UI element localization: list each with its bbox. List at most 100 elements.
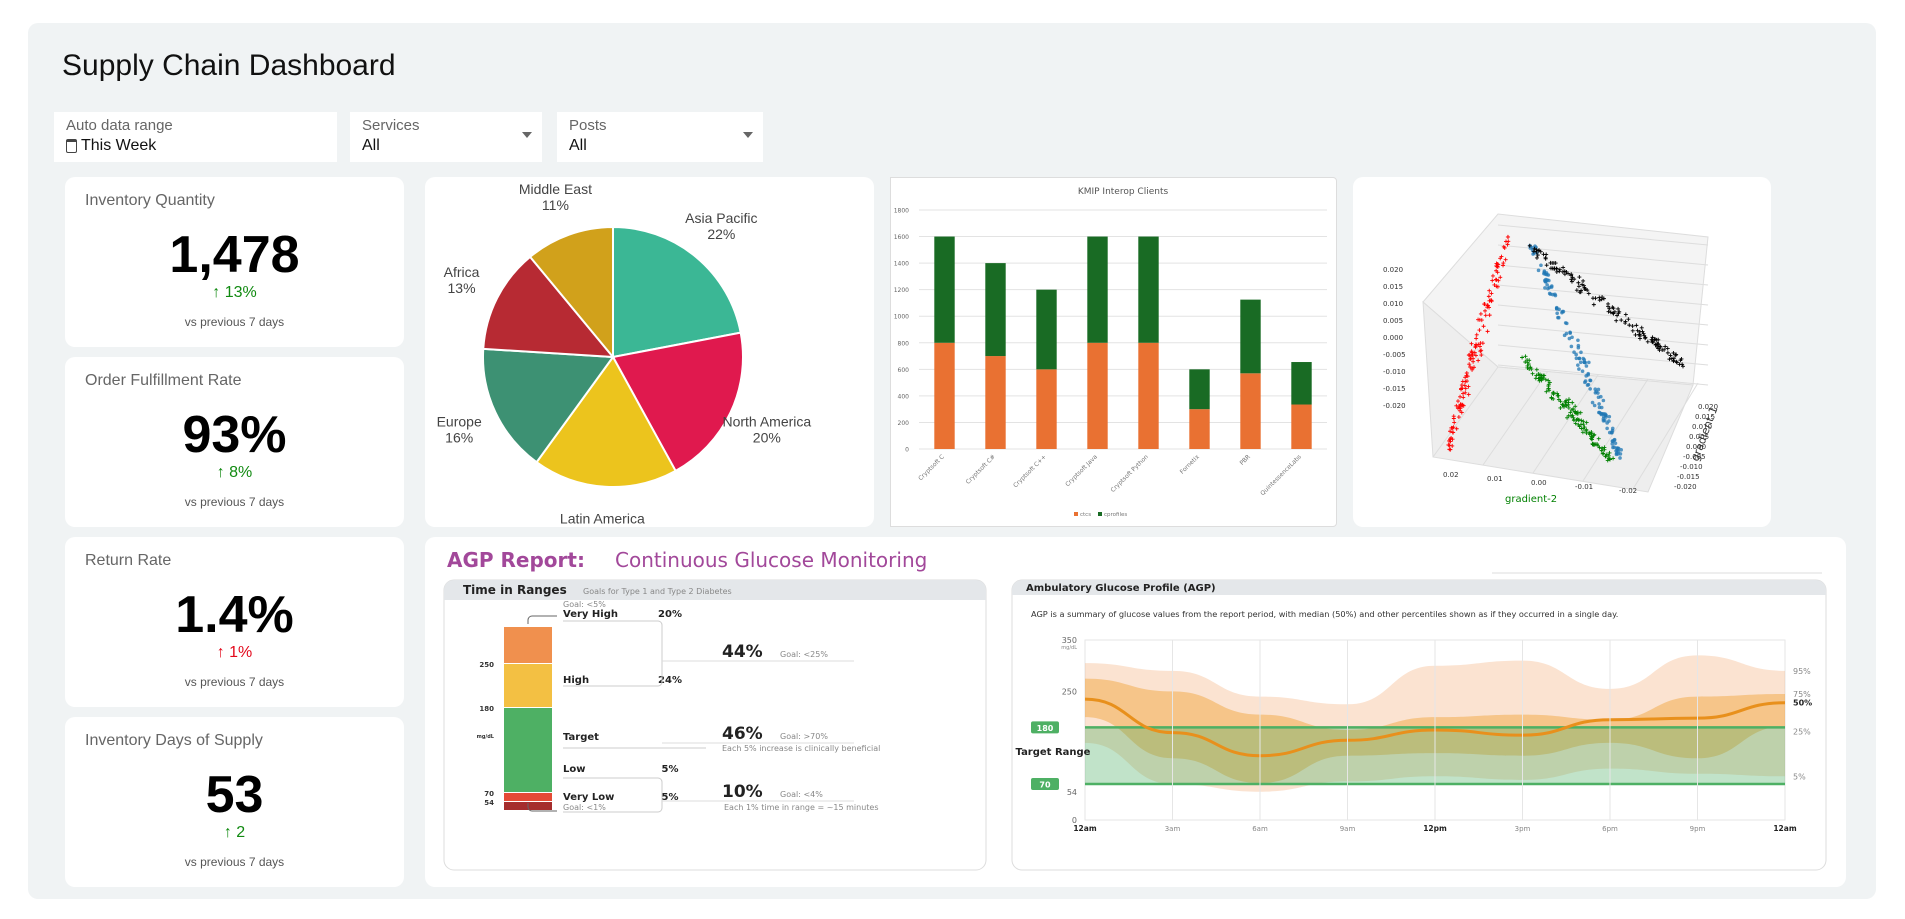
tir-subtitle: Goals for Type 1 and Type 2 Diabetes bbox=[583, 587, 732, 596]
scatter-point bbox=[1565, 415, 1570, 420]
scatter-point bbox=[1551, 392, 1556, 397]
x-tick-label: Cryptsoft Python bbox=[1109, 453, 1150, 494]
x-tick-label: 6pm bbox=[1602, 825, 1618, 833]
bracket-low bbox=[563, 777, 663, 813]
scatter-point bbox=[1633, 332, 1638, 337]
scatter-point bbox=[1496, 262, 1501, 267]
scatter-point bbox=[1653, 337, 1658, 342]
scatter-point bbox=[1671, 359, 1676, 364]
scatter-point bbox=[1543, 256, 1548, 261]
scatter-point bbox=[1462, 383, 1467, 388]
scatter-point bbox=[1448, 439, 1453, 444]
posts-value: All bbox=[569, 137, 587, 154]
scatter-point bbox=[1544, 263, 1549, 268]
tir-label: Low bbox=[563, 764, 585, 775]
scatter-point bbox=[1592, 403, 1597, 408]
caret-down-icon[interactable] bbox=[522, 132, 532, 138]
date-range-label: Auto data range bbox=[66, 117, 173, 134]
scatter-point bbox=[1570, 335, 1574, 340]
scatter-point bbox=[1463, 379, 1468, 384]
scatter-point bbox=[1505, 242, 1510, 247]
gridline bbox=[1497, 364, 1709, 386]
scatter-point bbox=[1574, 417, 1579, 422]
z-tick-label: 0.000 bbox=[1383, 334, 1403, 342]
tir-segment-high bbox=[504, 664, 552, 707]
scatter-point bbox=[1573, 409, 1578, 414]
posts-filter[interactable]: Posts All bbox=[557, 112, 763, 162]
pie-label-name: Latin America bbox=[560, 511, 645, 527]
scatter-point bbox=[1464, 371, 1469, 375]
services-filter[interactable]: Services All bbox=[350, 112, 542, 162]
tir-group-value: 46% bbox=[722, 724, 763, 744]
scatter-point bbox=[1650, 335, 1655, 340]
kpi-value: 1,478 bbox=[169, 226, 300, 284]
scatter-point bbox=[1472, 365, 1477, 370]
scatter-point bbox=[1534, 255, 1539, 260]
scatter-point bbox=[1563, 321, 1568, 325]
scatter-point bbox=[1530, 371, 1535, 376]
scatter-point bbox=[1490, 278, 1495, 283]
tir-note: Each 1% time in range = ~15 minutes bbox=[724, 803, 879, 812]
bar-cprofiles bbox=[1036, 289, 1057, 370]
scatter-point bbox=[1607, 414, 1612, 419]
scatter-point bbox=[1502, 245, 1507, 250]
y-tick-label: 400 bbox=[898, 393, 910, 400]
z-tick-label: 0.010 bbox=[1383, 300, 1403, 308]
services-value: All bbox=[362, 137, 380, 154]
scatter-point bbox=[1594, 389, 1599, 394]
pie-label-value: 22% bbox=[707, 226, 735, 242]
y-tick-label: 600 bbox=[898, 367, 910, 374]
scatter-point bbox=[1553, 261, 1558, 266]
scatter-point bbox=[1487, 313, 1492, 318]
scatter-point bbox=[1466, 392, 1471, 397]
tir-value: 5% bbox=[662, 792, 679, 803]
scatter-point bbox=[1534, 249, 1539, 254]
kpi-note: vs previous 7 days bbox=[184, 675, 285, 689]
pie-label-name: Africa bbox=[444, 264, 480, 280]
scatter-point bbox=[1526, 362, 1531, 367]
scatter-point bbox=[1543, 377, 1548, 382]
bracket bbox=[527, 615, 557, 624]
scatter-point bbox=[1566, 400, 1571, 405]
caret-down-icon[interactable] bbox=[743, 132, 753, 138]
scatter-point bbox=[1456, 399, 1461, 404]
tir-goal-very-high: Goal: <5% bbox=[563, 600, 606, 609]
scatter-point bbox=[1556, 315, 1561, 320]
scatter-point bbox=[1645, 339, 1650, 344]
page-title: Supply Chain Dashboard bbox=[62, 49, 396, 82]
scatter-point bbox=[1463, 386, 1468, 391]
scatter-point bbox=[1560, 402, 1565, 407]
x-tick-label: 12am bbox=[1073, 824, 1096, 833]
scatter-point bbox=[1470, 352, 1475, 357]
kpi-delta: ↑ 8% bbox=[216, 464, 253, 481]
scatter-point bbox=[1495, 284, 1500, 289]
bar-ctcs bbox=[1138, 342, 1159, 449]
x-tick-label: 0.00 bbox=[1531, 479, 1547, 487]
scatter-point bbox=[1602, 447, 1607, 452]
scatter-point bbox=[1667, 357, 1672, 362]
scatter-point bbox=[1561, 309, 1566, 314]
scatter-point bbox=[1554, 307, 1559, 311]
scatter-point bbox=[1566, 397, 1571, 402]
scatter-point bbox=[1503, 257, 1508, 262]
panel-header bbox=[1012, 580, 1826, 595]
scatter-point bbox=[1537, 378, 1542, 383]
scatter-point bbox=[1557, 269, 1562, 274]
agp-report-card: AGP Report: Continuous Glucose Monitorin… bbox=[425, 537, 1846, 887]
scatter-point bbox=[1577, 356, 1582, 361]
scatter-point bbox=[1520, 355, 1525, 360]
bracket-high bbox=[563, 620, 663, 687]
scatter-point bbox=[1566, 405, 1571, 410]
scatter-point bbox=[1498, 275, 1503, 280]
scatter-point bbox=[1614, 318, 1619, 323]
x-tick-label: Cryptsoft C# bbox=[965, 453, 997, 485]
date-range-filter[interactable]: Auto data range This Week bbox=[54, 112, 337, 162]
bar-cprofiles bbox=[985, 263, 1006, 357]
scatter-axes bbox=[1422, 213, 1709, 493]
y-tick-label: 0 bbox=[1072, 816, 1077, 825]
scatter-point bbox=[1615, 313, 1620, 318]
scatter-point bbox=[1454, 426, 1459, 431]
percentile-label: 25% bbox=[1793, 728, 1811, 737]
scatter-point bbox=[1461, 395, 1466, 400]
scatter-point bbox=[1487, 305, 1492, 310]
